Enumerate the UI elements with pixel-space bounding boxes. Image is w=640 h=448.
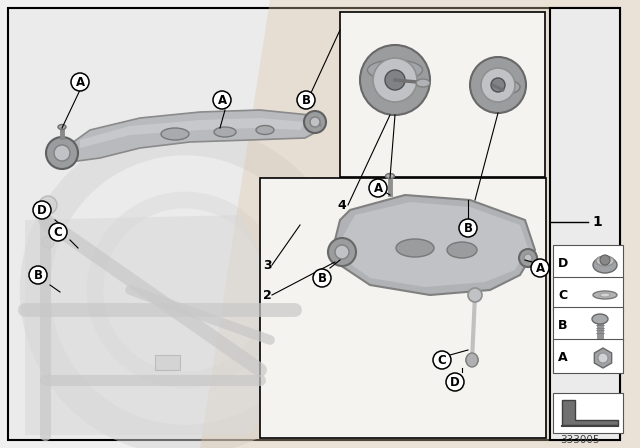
Bar [553, 393, 623, 433]
Circle shape [470, 57, 526, 113]
Text: 4: 4 [337, 198, 346, 211]
Circle shape [33, 201, 51, 219]
Bar [553, 245, 623, 279]
Text: A: A [373, 181, 383, 194]
Circle shape [491, 78, 505, 92]
Ellipse shape [256, 125, 274, 134]
Circle shape [54, 145, 70, 161]
Text: C: C [54, 225, 62, 238]
Circle shape [49, 223, 67, 241]
Bar [155, 355, 180, 370]
Circle shape [46, 137, 78, 169]
Circle shape [531, 259, 549, 277]
Text: 333005: 333005 [560, 435, 600, 445]
Circle shape [360, 45, 430, 115]
Circle shape [524, 254, 532, 262]
Text: A: A [76, 76, 84, 89]
Ellipse shape [367, 60, 422, 80]
Ellipse shape [593, 291, 617, 299]
Circle shape [466, 354, 478, 366]
Bar [553, 307, 623, 341]
Circle shape [310, 117, 320, 127]
Circle shape [29, 266, 47, 284]
Text: D: D [37, 203, 47, 216]
Text: A: A [218, 94, 227, 107]
Circle shape [446, 373, 464, 391]
Text: 2: 2 [263, 289, 272, 302]
Circle shape [213, 91, 231, 109]
Circle shape [373, 58, 417, 102]
Circle shape [313, 269, 331, 287]
Text: B: B [317, 271, 326, 284]
Polygon shape [80, 118, 305, 148]
Ellipse shape [161, 128, 189, 140]
Circle shape [335, 245, 349, 259]
Ellipse shape [600, 293, 610, 297]
Text: C: C [438, 353, 446, 366]
Circle shape [71, 73, 89, 91]
Circle shape [297, 91, 315, 109]
Ellipse shape [396, 239, 434, 257]
Text: D: D [450, 375, 460, 388]
Polygon shape [342, 202, 528, 287]
Circle shape [42, 236, 54, 248]
Polygon shape [25, 215, 310, 435]
Polygon shape [562, 400, 618, 425]
Circle shape [39, 196, 57, 214]
Circle shape [459, 219, 477, 237]
Ellipse shape [214, 127, 236, 137]
Ellipse shape [492, 80, 520, 94]
Bar [260, 178, 546, 438]
Ellipse shape [58, 125, 66, 129]
Circle shape [519, 249, 537, 267]
Ellipse shape [447, 242, 477, 258]
Circle shape [304, 111, 326, 133]
Polygon shape [200, 0, 640, 448]
Text: B: B [301, 94, 310, 107]
Text: B: B [33, 268, 42, 281]
Bar [553, 277, 623, 311]
Ellipse shape [592, 314, 608, 324]
Circle shape [328, 238, 356, 266]
Text: 3: 3 [263, 258, 271, 271]
Ellipse shape [596, 256, 614, 266]
Bar [550, 8, 620, 440]
Text: A: A [558, 350, 568, 363]
Circle shape [598, 353, 608, 363]
Circle shape [41, 218, 55, 232]
Text: D: D [558, 257, 568, 270]
Ellipse shape [593, 257, 617, 273]
Text: 1: 1 [592, 215, 602, 229]
Text: C: C [558, 289, 567, 302]
Circle shape [468, 288, 482, 302]
Circle shape [433, 351, 451, 369]
Text: B: B [463, 221, 472, 234]
Bar [340, 12, 545, 177]
Ellipse shape [385, 173, 394, 178]
Circle shape [481, 68, 515, 102]
Bar [553, 339, 623, 373]
Ellipse shape [416, 79, 430, 87]
Circle shape [385, 70, 405, 90]
Polygon shape [55, 110, 325, 162]
Ellipse shape [466, 353, 478, 367]
Circle shape [600, 255, 610, 265]
Text: B: B [558, 319, 568, 332]
Text: A: A [536, 262, 545, 275]
Polygon shape [335, 195, 535, 295]
Circle shape [369, 179, 387, 197]
